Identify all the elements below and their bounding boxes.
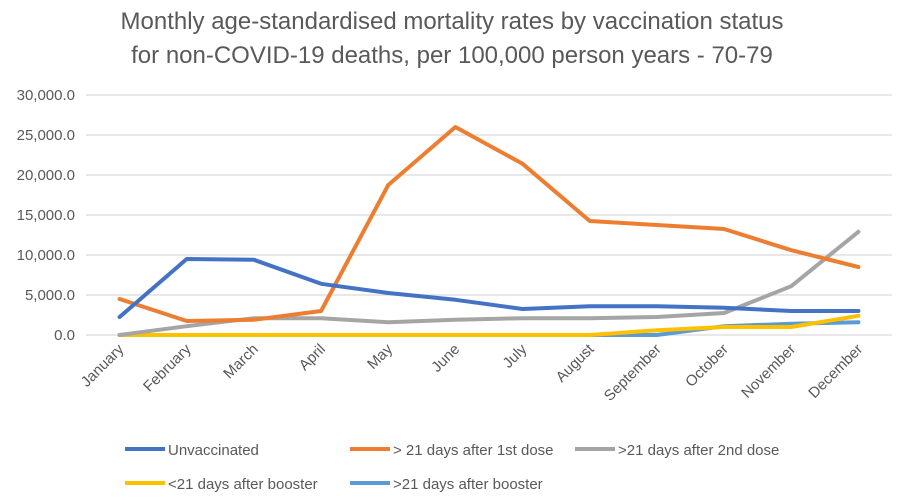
series-line (117, 257, 861, 319)
x-tick-label: August (553, 340, 599, 386)
x-tick-label: November (738, 341, 799, 402)
legend-label: >21 days after 2nd dose (618, 442, 779, 459)
y-tick-label: 0.0 (54, 327, 75, 344)
x-tick-label: April (296, 341, 329, 374)
x-tick-label: January (78, 340, 128, 390)
x-tick-label: June (428, 341, 463, 376)
x-tick-label: March (220, 341, 261, 382)
x-tick-label: July (500, 340, 531, 371)
y-tick-label: 25,000.0 (17, 127, 75, 144)
legend-label: <21 days after booster (168, 476, 318, 493)
y-tick-label: 15,000.0 (17, 207, 75, 224)
legend-label: > 21 days after 1st dose (393, 442, 554, 459)
x-tick-label: December (805, 341, 866, 402)
legend-label: Unvaccinated (168, 442, 259, 459)
y-tick-label: 5,000.0 (25, 287, 75, 304)
x-tick-label: May (364, 340, 396, 372)
series-line (117, 313, 861, 337)
legend-label: >21 days after booster (393, 476, 543, 493)
y-tick-label: 30,000.0 (17, 87, 75, 104)
y-tick-label: 10,000.0 (17, 247, 75, 264)
series-line (117, 125, 861, 323)
x-tick-label: February (140, 340, 195, 395)
x-tick-label: September (601, 341, 665, 405)
x-tick-label: October (682, 341, 732, 391)
chart-title-line-2: for non-COVID-19 deaths, per 100,000 per… (131, 42, 773, 69)
chart-title-line-1: Monthly age-standardised mortality rates… (121, 8, 784, 35)
y-tick-label: 20,000.0 (17, 167, 75, 184)
